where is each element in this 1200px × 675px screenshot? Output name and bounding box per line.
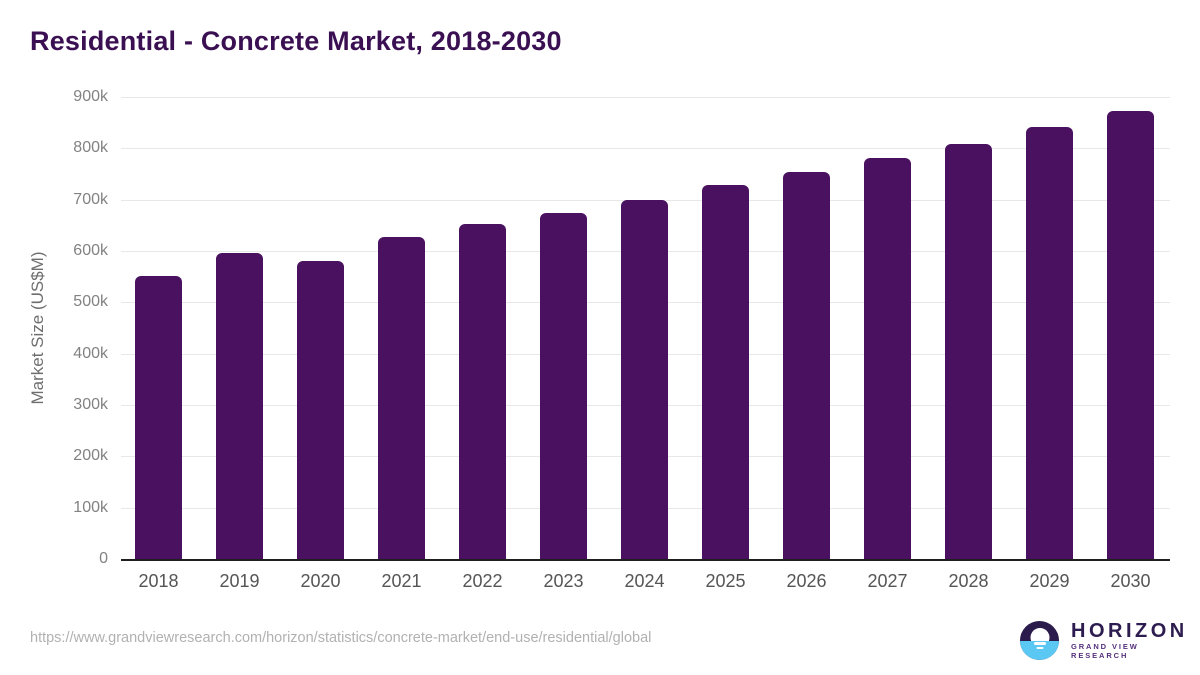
gridline-900k [121, 97, 1170, 98]
logo-subtitle: GRAND VIEW RESEARCH [1071, 642, 1200, 660]
y-tick-label-300k: 300k [73, 396, 108, 414]
x-tick-label-2018: 2018 [138, 571, 178, 592]
reflection-line [1034, 642, 1046, 645]
x-tick-label-2022: 2022 [462, 571, 502, 592]
x-tick-label-2027: 2027 [867, 571, 907, 592]
bar-2024 [621, 200, 668, 559]
x-tick-label-2026: 2026 [786, 571, 826, 592]
y-axis-title: Market Size (US$M) [28, 251, 48, 404]
y-tick-label-700k: 700k [73, 191, 108, 209]
y-tick-label-600k: 600k [73, 242, 108, 260]
bar-2021 [378, 237, 425, 559]
x-tick-label-2025: 2025 [705, 571, 745, 592]
logo-wordmark: HORIZON [1071, 620, 1200, 642]
y-tick-label-400k: 400k [73, 345, 108, 363]
y-tick-label-200k: 200k [73, 447, 108, 465]
reflection-line [1036, 647, 1043, 650]
horizon-logo-icon [1020, 621, 1059, 660]
horizon-logo: HORIZON GRAND VIEW RESEARCH [1020, 620, 1200, 660]
x-tick-label-2024: 2024 [624, 571, 664, 592]
x-tick-label-2030: 2030 [1110, 571, 1150, 592]
x-tick-label-2021: 2021 [381, 571, 421, 592]
x-tick-label-2028: 2028 [948, 571, 988, 592]
bar-2025 [702, 185, 749, 559]
bar-2030 [1107, 111, 1154, 559]
y-tick-label-800k: 800k [73, 139, 108, 157]
bar-2020 [297, 261, 344, 559]
bar-2022 [459, 224, 506, 559]
x-tick-label-2023: 2023 [543, 571, 583, 592]
y-tick-label-500k: 500k [73, 293, 108, 311]
y-tick-label-100k: 100k [73, 499, 108, 517]
bar-2026 [783, 172, 830, 559]
bar-2023 [540, 213, 587, 560]
gridline-800k [121, 148, 1170, 149]
x-tick-label-2029: 2029 [1029, 571, 1069, 592]
page-title: Residential - Concrete Market, 2018-2030 [30, 26, 562, 57]
y-tick-label-900k: 900k [73, 88, 108, 106]
x-tick-label-2020: 2020 [300, 571, 340, 592]
source-url: https://www.grandviewresearch.com/horizo… [30, 630, 651, 646]
bar-2028 [945, 144, 992, 559]
bar-2027 [864, 158, 911, 559]
y-tick-label-0: 0 [99, 550, 108, 568]
x-tick-label-2019: 2019 [219, 571, 259, 592]
bar-2029 [1026, 127, 1073, 559]
bar-2018 [135, 276, 182, 559]
chart-page: Residential - Concrete Market, 2018-2030… [0, 0, 1200, 675]
bar-2019 [216, 253, 263, 559]
logo-text: HORIZON GRAND VIEW RESEARCH [1071, 620, 1200, 660]
x-axis-line [121, 559, 1170, 561]
